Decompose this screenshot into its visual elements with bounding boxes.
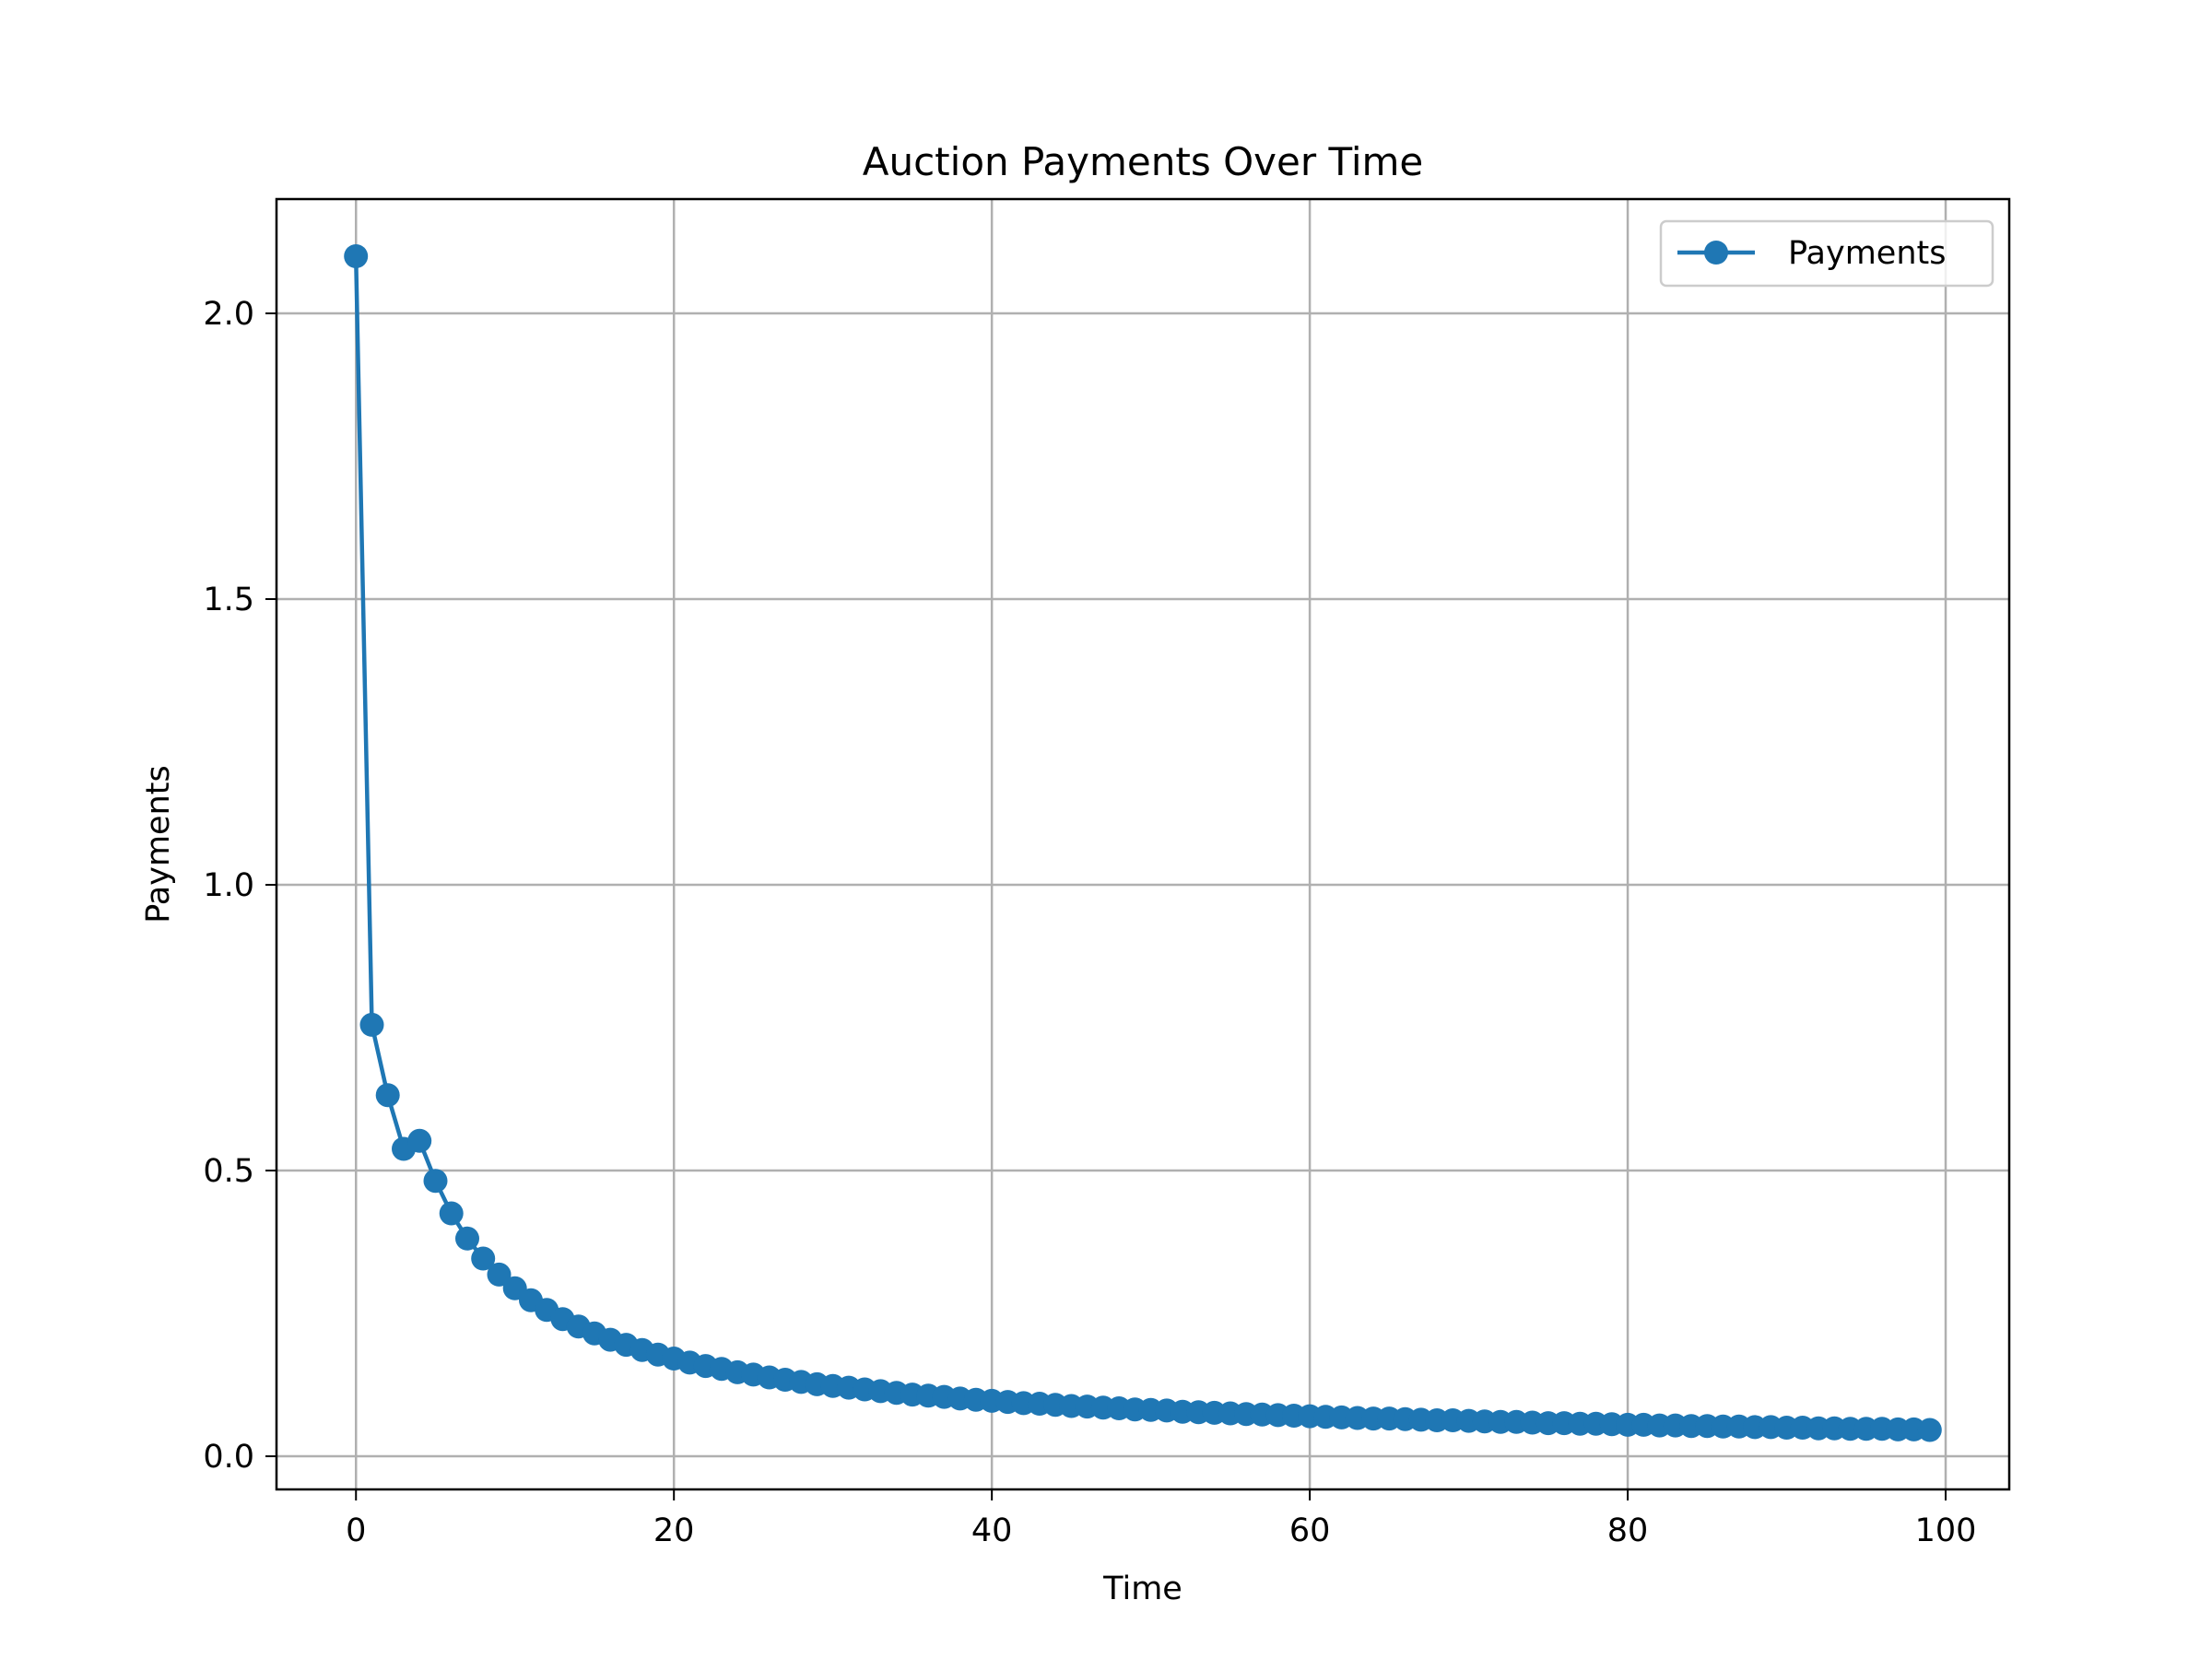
y-tick-label: 1.0: [203, 867, 254, 904]
x-tick-label: 60: [1289, 1512, 1331, 1549]
y-axis-ticks: 0.0 0.5 1.0 1.5 2.0: [203, 296, 276, 1476]
data-point: [1917, 1418, 1942, 1442]
y-tick-label: 1.5: [203, 582, 254, 618]
x-tick-label: 40: [971, 1512, 1013, 1549]
data-point: [344, 244, 369, 268]
x-tick-label: 0: [346, 1512, 366, 1549]
y-tick-label: 0.5: [203, 1153, 254, 1190]
data-point: [455, 1226, 479, 1251]
y-tick-label: 0.0: [203, 1439, 254, 1476]
y-axis-label: Payments: [140, 765, 177, 923]
x-tick-label: 80: [1607, 1512, 1649, 1549]
x-tick-label: 100: [1915, 1512, 1977, 1549]
legend-label: Payments: [1788, 235, 1946, 272]
data-point: [407, 1128, 432, 1153]
data-point: [423, 1169, 448, 1194]
data-point: [375, 1083, 400, 1108]
grid-lines: [276, 199, 2009, 1489]
x-tick-label: 20: [653, 1512, 695, 1549]
y-tick-label: 2.0: [203, 296, 254, 333]
x-axis-label: Time: [1102, 1571, 1182, 1607]
legend: Payments: [1659, 219, 1994, 288]
data-point: [471, 1246, 496, 1271]
legend-box: [1659, 219, 1994, 288]
chart-title: Auction Payments Over Time: [863, 139, 1424, 184]
legend-marker-swatch: [1704, 241, 1728, 265]
axes-frame: [275, 197, 2011, 1491]
data-point: [359, 1012, 384, 1037]
data-point: [439, 1201, 464, 1226]
x-axis-ticks: 0 20 40 60 80 100: [346, 1489, 1976, 1549]
data-point: [487, 1262, 512, 1287]
plot-area: [344, 244, 1942, 1442]
